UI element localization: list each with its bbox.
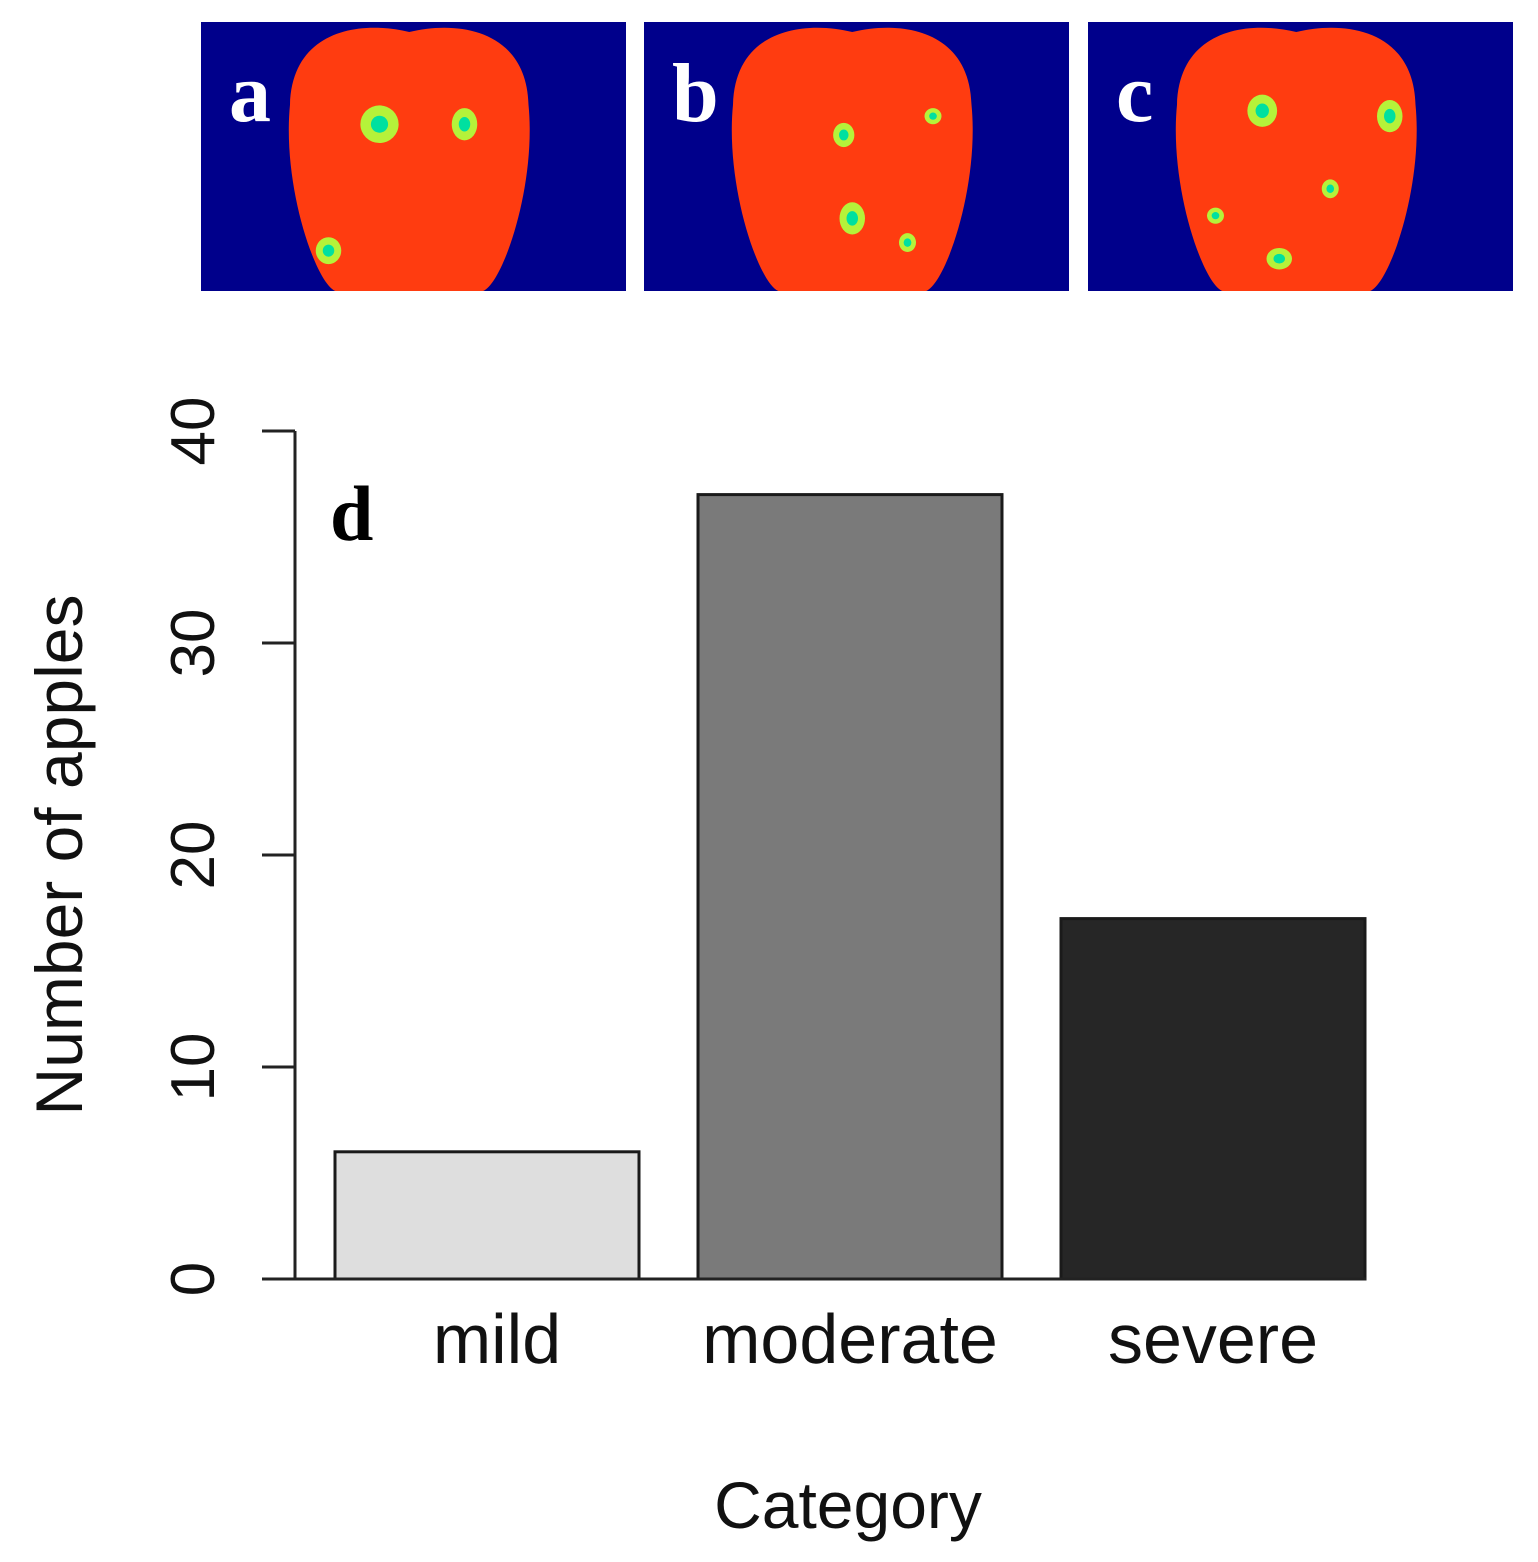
image-panels: a b c <box>201 22 1513 291</box>
lesion-core <box>838 129 849 141</box>
y-tick-label: 30 <box>159 609 228 678</box>
panel-label-d: d <box>330 470 373 557</box>
panel-label-b: b <box>672 47 719 140</box>
bar-severe <box>1059 917 1367 1281</box>
panel-a: a <box>201 22 626 291</box>
lesion-core <box>903 238 912 247</box>
y-axis-title: Number of apples <box>22 595 96 1116</box>
lesion-core <box>1211 212 1220 220</box>
panel-label-c: c <box>1116 47 1153 140</box>
panel-b: b <box>644 22 1069 291</box>
y-tick-label: 20 <box>159 821 228 890</box>
lesion-core <box>1273 253 1285 264</box>
x-tick-label: mild <box>433 1300 561 1378</box>
y-tick-label: 0 <box>159 1262 228 1296</box>
lesion-core <box>1384 108 1396 124</box>
apple-image <box>1175 27 1417 291</box>
lesion-core <box>929 112 937 120</box>
lesion-core <box>322 244 335 257</box>
panel-c: c <box>1088 22 1513 291</box>
bar-moderate <box>696 493 1004 1281</box>
lesion-core <box>1255 103 1269 119</box>
lesion-core <box>1326 184 1335 194</box>
x-tick-label: moderate <box>702 1300 998 1378</box>
apple-image <box>731 27 973 291</box>
lesion-core <box>458 116 471 132</box>
y-tick-label: 10 <box>159 1033 228 1102</box>
panel-label-a: a <box>229 47 271 140</box>
lesion-core <box>370 115 389 133</box>
bar-mild <box>333 1150 641 1281</box>
x-axis-title: Category <box>714 1468 982 1542</box>
y-tick-label: 40 <box>159 397 228 466</box>
apple-image <box>288 27 530 291</box>
x-tick-label: severe <box>1108 1300 1318 1378</box>
lesion-core <box>846 211 858 226</box>
